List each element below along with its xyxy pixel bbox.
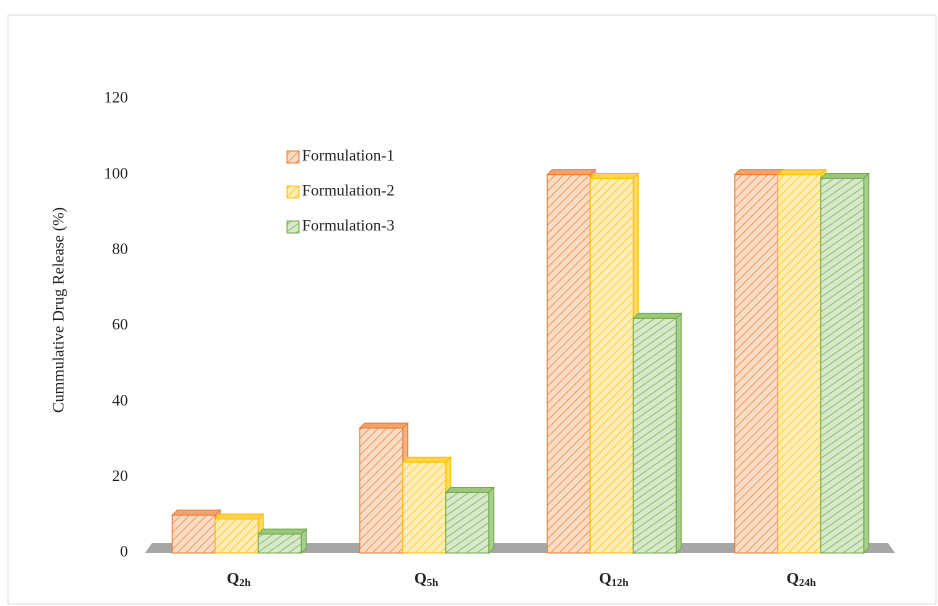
y-tick-label: 60 bbox=[112, 317, 128, 334]
bar-top bbox=[589, 172, 640, 179]
y-tick-label: 100 bbox=[104, 165, 128, 182]
bar-side bbox=[488, 486, 495, 555]
floor bbox=[145, 543, 895, 553]
bar bbox=[445, 491, 490, 554]
bar-top bbox=[171, 509, 222, 516]
bar-top bbox=[358, 422, 409, 429]
bar bbox=[257, 533, 302, 554]
bar bbox=[214, 518, 259, 554]
bar-side bbox=[675, 312, 682, 555]
bar bbox=[632, 317, 677, 554]
bar-top bbox=[401, 456, 452, 463]
legend-swatch bbox=[286, 185, 300, 199]
bar-top bbox=[214, 513, 265, 520]
legend-label: Formulation-3 bbox=[302, 218, 394, 235]
bar bbox=[734, 174, 779, 554]
y-tick-label: 80 bbox=[112, 241, 128, 258]
y-tick-label: 40 bbox=[112, 392, 128, 409]
bar bbox=[171, 514, 216, 554]
bar-top bbox=[257, 528, 308, 535]
bar-top bbox=[733, 169, 784, 176]
legend-swatch bbox=[286, 220, 300, 234]
bar-top bbox=[819, 172, 870, 179]
bar bbox=[777, 174, 822, 554]
y-tick-label: 0 bbox=[120, 544, 128, 561]
bar-top bbox=[632, 312, 683, 319]
bar bbox=[402, 461, 447, 554]
legend-label: Formulation-2 bbox=[302, 183, 394, 200]
bar-top bbox=[546, 169, 597, 176]
bar bbox=[820, 177, 865, 554]
legend-swatch bbox=[286, 150, 300, 164]
bar-top bbox=[776, 169, 827, 176]
y-axis-label: Cummulative Drug Release (%) bbox=[51, 207, 68, 413]
bar bbox=[546, 174, 591, 554]
y-tick-label: 120 bbox=[104, 90, 128, 107]
legend-label: Formulation-1 bbox=[302, 148, 394, 165]
bar-side bbox=[863, 172, 870, 555]
bar-top bbox=[444, 486, 495, 493]
y-tick-label: 20 bbox=[112, 468, 128, 485]
bar bbox=[359, 427, 404, 554]
bar bbox=[589, 177, 634, 554]
